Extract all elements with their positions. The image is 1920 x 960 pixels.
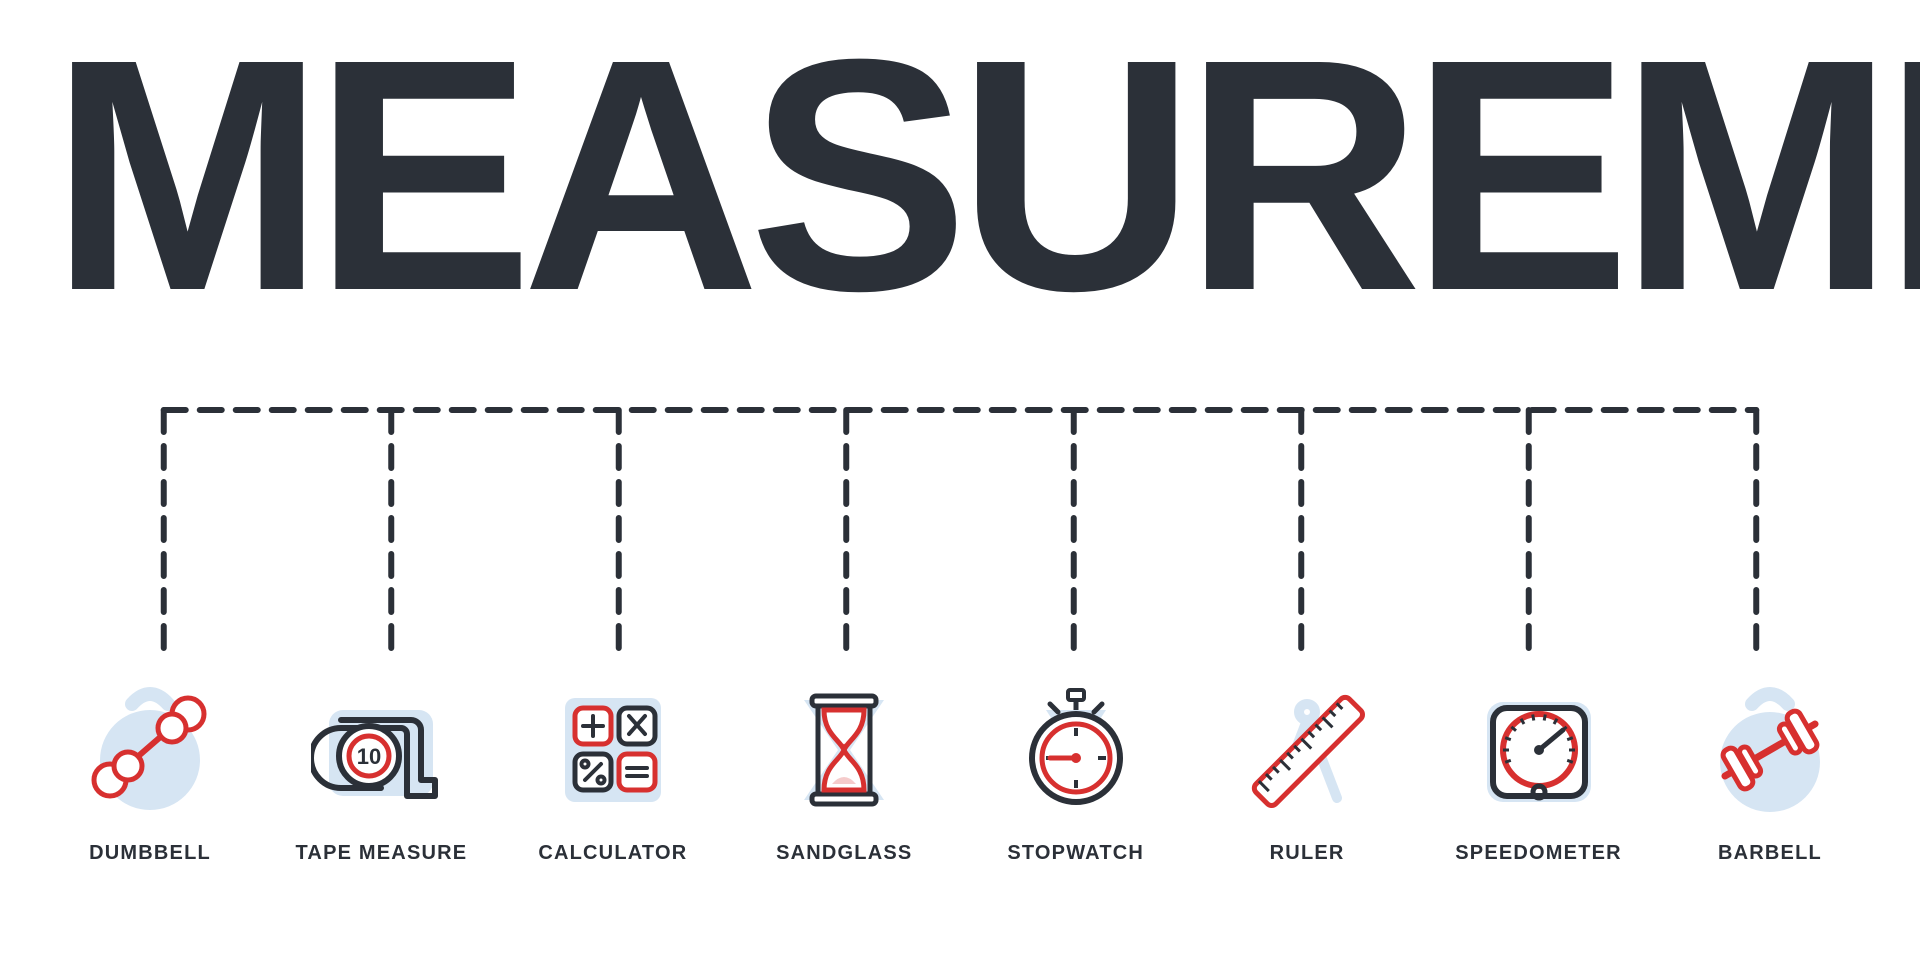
- ruler-icon: [1237, 680, 1377, 820]
- icon-cell-tapemeasure: 10 TAPE MEASURE: [281, 680, 481, 865]
- icon-cell-speedometer: SPEEDOMETER: [1439, 680, 1639, 865]
- icon-cell-ruler: RULER: [1207, 680, 1407, 865]
- speedometer-icon: [1469, 680, 1609, 820]
- icon-label-calculator: CALCULATOR: [538, 842, 687, 865]
- icon-cell-stopwatch: STOPWATCH: [976, 680, 1176, 865]
- icon-label-barbell: BARBELL: [1718, 842, 1822, 865]
- icon-label-stopwatch: STOPWATCH: [1007, 842, 1144, 865]
- icon-label-ruler: RULER: [1270, 842, 1345, 865]
- icon-cell-dumbbell: DUMBBELL: [50, 680, 250, 865]
- icon-cell-barbell: BARBELL: [1670, 680, 1870, 865]
- icon-cell-calculator: CALCULATOR: [513, 680, 713, 865]
- icon-label-speedometer: SPEEDOMETER: [1455, 842, 1622, 865]
- dashed-connectors: [50, 40, 1870, 680]
- calculator-icon: [543, 680, 683, 820]
- barbell-icon: [1700, 680, 1840, 820]
- svg-text:10: 10: [357, 744, 381, 769]
- icon-label-dumbbell: DUMBBELL: [89, 842, 211, 865]
- stopwatch-icon: [1006, 680, 1146, 820]
- icon-label-sandglass: SANDGLASS: [776, 842, 912, 865]
- icon-cell-sandglass: SANDGLASS: [744, 680, 944, 865]
- sandglass-icon: [774, 680, 914, 820]
- icons-row: DUMBBELL 10 TAPE MEASURE CALCULATOR SANDGLA…: [50, 680, 1870, 865]
- icon-label-tapemeasure: TAPE MEASURE: [296, 842, 468, 865]
- infographic-container: MEASUREMENT DUMBBELL10TAPE MEASURE CALCU…: [50, 40, 1870, 920]
- dumbbell-icon: [80, 680, 220, 820]
- tapemeasure-icon: 10: [311, 680, 451, 820]
